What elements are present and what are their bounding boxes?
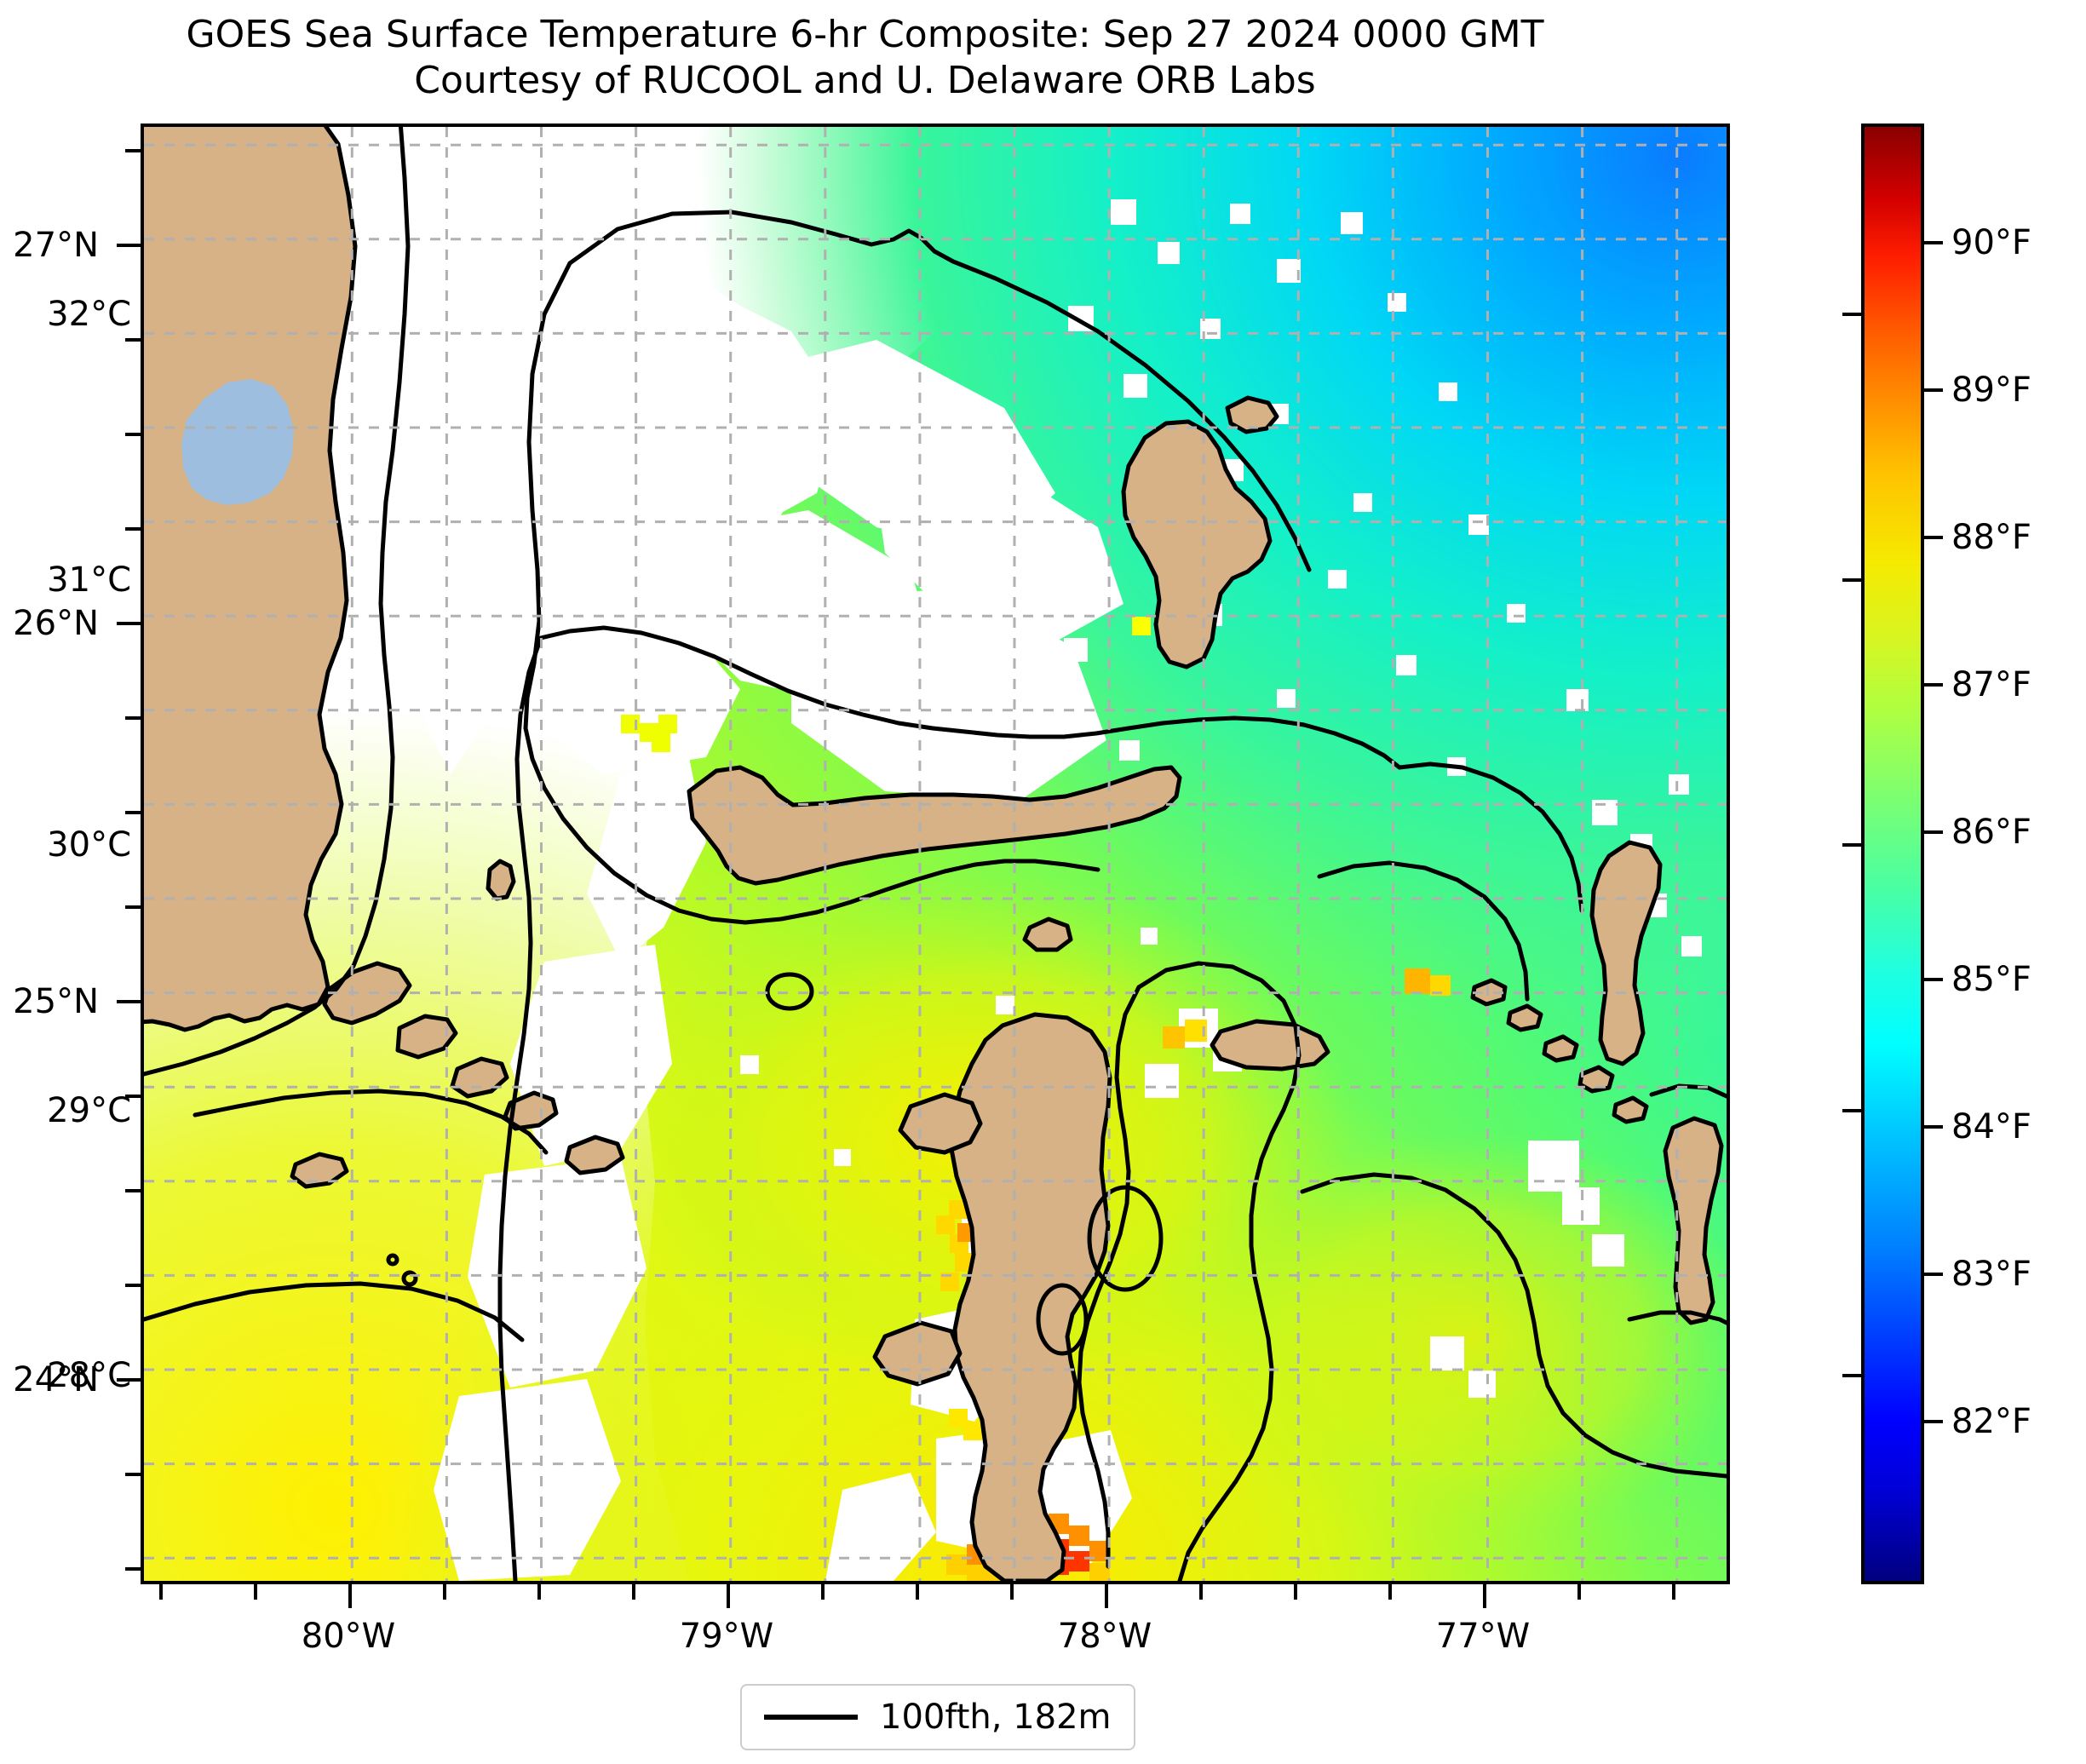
xlabel-79w: 79°W [679,1617,774,1656]
ylabel-24n: 24°N [13,1360,99,1399]
ytick-minor [125,1567,141,1571]
cbar-tick-85f [1924,978,1943,981]
xtick-minor [443,1584,446,1600]
legend-label-isobath: 100fth, 182m [880,1698,1112,1737]
ylabel-25n: 25°N [13,982,99,1021]
ytick-minor [125,1095,141,1098]
cbar-label-32c: 32°C [47,295,131,334]
cbar-label-83f: 83°F [1951,1255,2031,1294]
cbar-tick-87f [1924,683,1943,687]
chart-title: GOES Sea Surface Temperature 6-hr Compos… [0,12,1730,103]
isobath-100fth [144,127,1727,1581]
cbar-label-28c: 28°C [47,1356,131,1395]
cbar-tick-82f [1924,1420,1943,1423]
ytick-minor [125,716,141,720]
ytick-minor [125,338,141,342]
cbar-label-84f: 84°F [1951,1107,2031,1146]
xlabel-77w: 77°W [1435,1617,1531,1656]
land-florida [144,127,358,1032]
land-andros [949,1012,1112,1581]
cbar-tick-89f [1924,388,1943,392]
ylabel-27n: 27°N [13,226,99,265]
cbar-label-88f: 88°F [1951,518,2031,557]
ytick-minor [125,1189,141,1192]
sst-map-svg [144,127,1727,1581]
cbar-tick-32c [1842,313,1861,316]
xtick-minor [1388,1584,1392,1600]
land-mid-keys [395,1014,458,1060]
cbar-tick-29c [1842,1109,1861,1112]
land-abaco-cays [1225,395,1279,434]
title-line-2: Courtesy of RUCOOL and U. Delaware ORB L… [414,58,1316,102]
land-andros-sw [872,1320,963,1387]
cbar-label-90f: 90°F [1951,223,2031,262]
ytick-minor [125,1473,141,1476]
land-polygons [144,127,1724,1581]
cbar-label-30c: 30°C [47,825,131,865]
land-key-west [290,1152,349,1189]
ytick-minor [125,1284,141,1287]
xtick-minor [254,1584,257,1600]
cbar-label-86f: 86°F [1951,813,2031,852]
xtick-minor [537,1584,541,1600]
ytick-24n [117,1378,141,1382]
ylabel-26n: 26°N [13,604,99,643]
cbar-label-82f: 82°F [1951,1402,2031,1441]
xtick-minor [821,1584,825,1600]
cbar-label-85f: 85°F [1951,960,2031,999]
xtick-minor [1010,1584,1014,1600]
cbar-tick-84f [1924,1125,1943,1129]
map-gridlines [144,127,1727,1581]
xtick-minor [1294,1584,1297,1600]
cbar-tick-83f [1924,1273,1943,1276]
map-legend[interactable]: 100fth, 182m [740,1684,1135,1750]
xtick-minor [1577,1584,1581,1600]
ytick-minor [125,433,141,436]
cbar-tick-31c [1842,578,1861,582]
cbar-label-31c: 31°C [47,560,131,600]
cbar-tick-86f [1924,830,1943,834]
isobath-line-swatch [764,1715,858,1720]
land-lake-okeechobee [181,379,294,505]
xtick-minor [1199,1584,1203,1600]
cbar-tick-88f [1924,536,1943,539]
xlabel-78w: 78°W [1057,1617,1152,1656]
ytick-25n [117,1000,141,1003]
cbar-tick-30c [1842,843,1861,847]
xtick-minor [1672,1584,1675,1600]
xtick-80w [348,1584,352,1608]
map-plot-area[interactable] [141,124,1730,1584]
cbar-label-89f: 89°F [1951,371,2031,410]
colorbar[interactable] [1861,124,1924,1584]
xtick-minor [159,1584,163,1600]
ytick-minor [125,905,141,909]
cbar-label-29c: 29°C [47,1091,131,1130]
cbar-label-87f: 87°F [1951,665,2031,704]
cbar-tick-28c [1842,1374,1861,1377]
ytick-26n [117,622,141,625]
xtick-minor [916,1584,919,1600]
land-lower-keys [564,1135,625,1175]
xtick-79w [727,1584,730,1608]
ytick-27n [117,244,141,247]
xtick-77w [1483,1584,1486,1608]
xtick-78w [1105,1584,1108,1608]
land-berry-islands [1022,916,1073,952]
land-cat-island [1663,1116,1724,1325]
xtick-minor [632,1584,635,1600]
ytick-minor [125,811,141,814]
ytick-minor [125,527,141,531]
land-bimini [486,859,516,901]
xlabel-80w: 80°W [301,1617,396,1656]
ytick-minor [125,149,141,152]
title-line-1: GOES Sea Surface Temperature 6-hr Compos… [186,13,1544,56]
cbar-tick-90f [1924,241,1943,244]
